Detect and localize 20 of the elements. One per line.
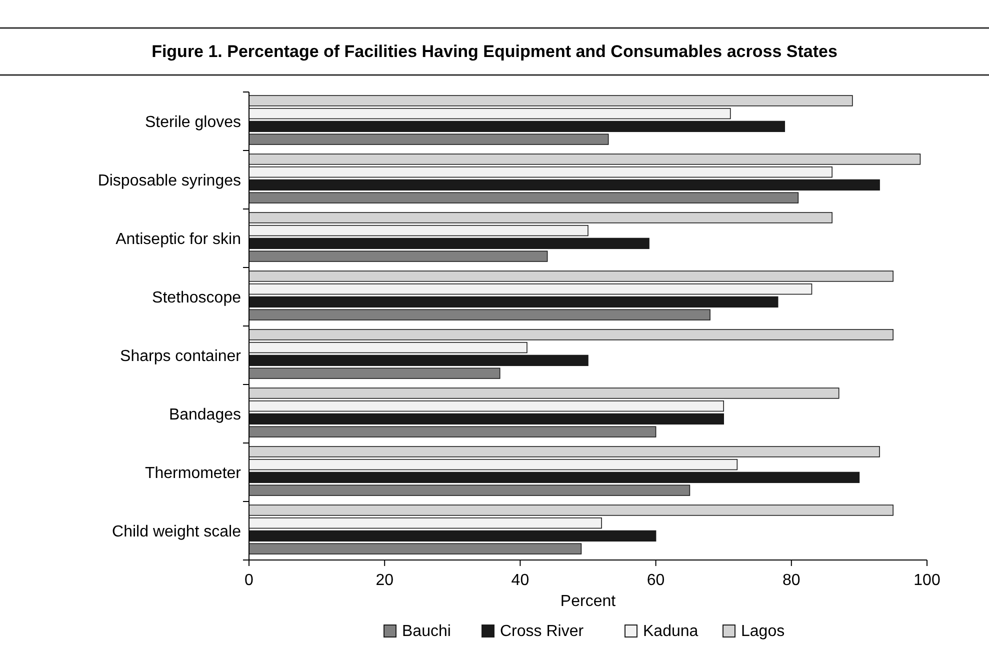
y-tick-label: Bandages	[168, 406, 241, 424]
y-tick-label: Sharps container	[120, 348, 242, 365]
legend-label: Kaduna	[643, 623, 698, 640]
x-axis-title: Percent	[560, 593, 616, 610]
y-tick-label: Stethoscope	[152, 289, 242, 306]
y-tick-label: Thermometer	[144, 464, 242, 482]
legend-label: Cross River	[500, 623, 584, 640]
legend-label: Bauchi	[402, 623, 451, 640]
y-tick-label: Child weight scale	[112, 523, 242, 540]
x-tick-label: 40	[511, 572, 530, 589]
x-tick-label: 80	[782, 572, 800, 589]
y-tick-label: Sterile gloves	[144, 114, 241, 131]
x-tick-label: 60	[646, 572, 665, 589]
x-tick-label: 0	[244, 572, 254, 589]
chart-title: Figure 1. Percentage of Facilities Having Equipment and Consumables across States	[152, 42, 838, 61]
legend-label: Lagos	[741, 623, 785, 640]
x-tick-label: 100	[914, 572, 940, 589]
y-tick-label: Disposable syringes	[98, 172, 241, 190]
x-tick-label: 20	[376, 572, 394, 589]
y-tick-label: Antiseptic for skin	[116, 230, 241, 248]
